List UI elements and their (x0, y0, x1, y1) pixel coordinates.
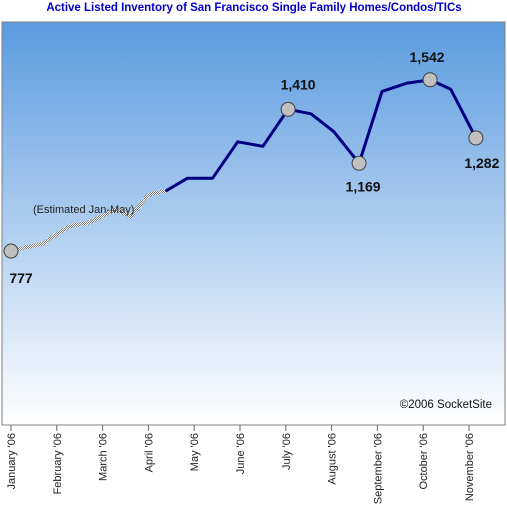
marker-layer: 777 1,410 1,169 1,542 1,282 (3, 49, 500, 286)
x-axis: January '06 February '06 March '06 April '0… (6, 425, 476, 504)
x-tick-label: October '06 (418, 433, 430, 490)
data-point-marker (3, 243, 19, 259)
data-point-marker (468, 130, 484, 146)
x-tick-label: June '06 (235, 433, 247, 474)
x-tick-label: April '06 (143, 433, 155, 472)
x-tick-label: May '06 (189, 433, 201, 471)
data-point-marker (351, 155, 367, 171)
x-tick-label: February '06 (52, 433, 64, 494)
data-point-marker (280, 101, 296, 117)
copyright-annotation: ©2006 SocketSite (400, 399, 492, 411)
x-tick-label: January '06 (6, 433, 18, 490)
data-label: 1,282 (464, 155, 499, 171)
data-label: 1,410 (281, 76, 316, 92)
chart-title: Active Listed Inventory of San Francisco… (46, 2, 461, 14)
data-label: 1,169 (346, 178, 381, 194)
estimated-series-line (10, 188, 168, 253)
x-tick-label: August '06 (327, 433, 339, 485)
x-tick-label: November '06 (464, 433, 476, 501)
estimated-annotation: (Estimated Jan-May) (33, 204, 134, 216)
x-tick-label: July '06 (281, 433, 293, 470)
data-label: 777 (9, 270, 33, 286)
data-point-marker (422, 72, 438, 88)
x-tick-label: March '06 (98, 433, 110, 481)
x-tick-label: September '06 (372, 433, 384, 504)
data-label: 1,542 (410, 49, 445, 65)
